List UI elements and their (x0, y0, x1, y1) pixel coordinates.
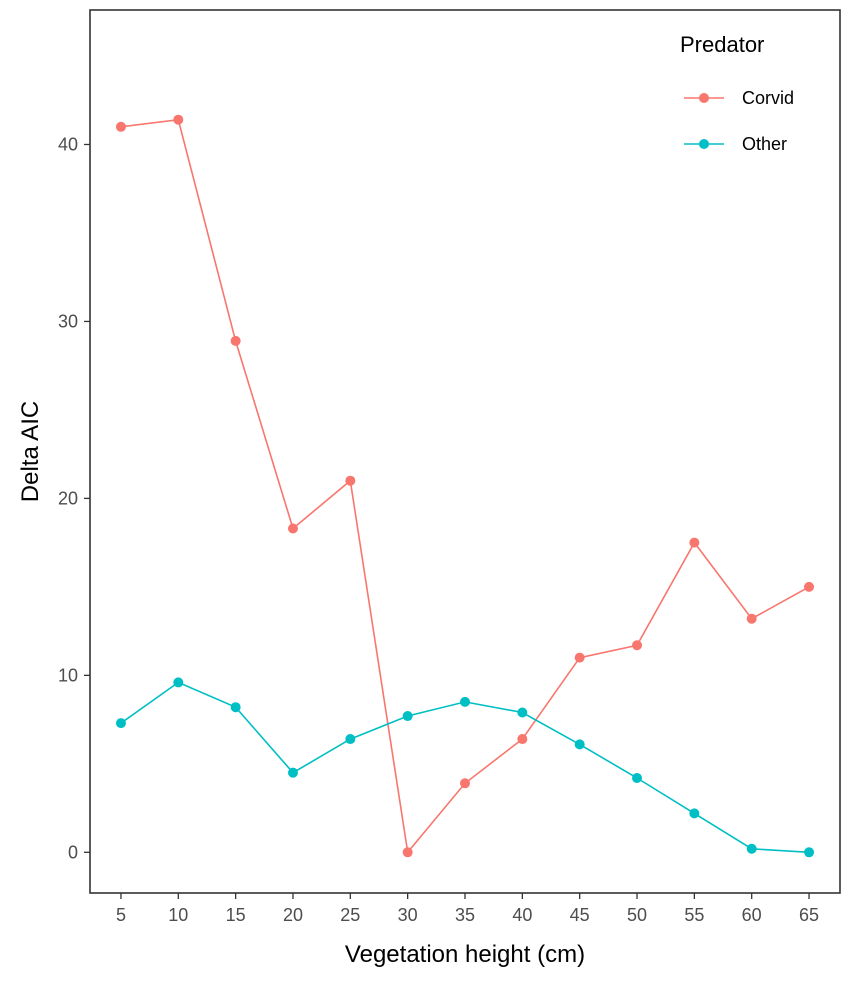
data-point-other (173, 677, 184, 688)
data-point-corvid (632, 640, 643, 651)
data-point-other (689, 808, 700, 819)
legend-items: Corvid Other (684, 88, 794, 154)
x-tick-label: 10 (168, 905, 188, 925)
y-tick-label: 20 (58, 488, 78, 508)
data-point-corvid (804, 581, 815, 592)
data-point-corvid (345, 475, 356, 486)
data-point-other (746, 843, 757, 854)
x-tick-label: 65 (799, 905, 819, 925)
data-point-corvid (173, 114, 184, 125)
legend-label-corvid: Corvid (742, 88, 794, 108)
x-tick-label: 25 (340, 905, 360, 925)
data-point-other (230, 702, 241, 713)
data-point-corvid (689, 537, 700, 548)
data-point-corvid (574, 652, 585, 663)
data-point-corvid (460, 778, 470, 789)
legend: Predator Corvid Other (680, 32, 794, 154)
data-point-other (402, 711, 413, 722)
data-point-other (287, 767, 298, 778)
data-point-other (574, 739, 585, 750)
y-axis-title: Delta AIC (17, 401, 44, 502)
legend-key-point-corvid (699, 93, 709, 103)
data-point-other (517, 707, 528, 718)
data-point-other (115, 718, 126, 729)
x-tick-label: 15 (226, 905, 246, 925)
data-point-other (345, 734, 356, 745)
legend-label-other: Other (742, 134, 787, 154)
y-tick-label: 30 (58, 311, 78, 331)
x-tick-label: 5 (116, 905, 126, 925)
x-tick-label: 45 (570, 905, 590, 925)
y-tick-label: 40 (58, 134, 78, 154)
data-point-corvid (402, 847, 413, 858)
axes-layer: 5 10 15 20 25 30 35 40 45 50 55 60 65 0 10 20 30 40 (58, 134, 819, 925)
data-point-corvid (230, 335, 241, 346)
x-tick-label: 60 (742, 905, 762, 925)
x-axis-title: Vegetation height (cm) (345, 941, 585, 968)
y-tick-label: 0 (68, 842, 78, 862)
legend-title: Predator (680, 32, 764, 57)
x-tick-label: 55 (684, 905, 704, 925)
data-point-other (632, 772, 643, 783)
data-point-corvid (746, 613, 757, 624)
data-point-other (460, 696, 470, 707)
data-point-corvid (287, 523, 298, 534)
x-tick-label: 30 (398, 905, 418, 925)
x-tick-label: 40 (512, 905, 532, 925)
data-point-other (804, 847, 815, 858)
legend-key-point-other (699, 139, 709, 149)
data-point-corvid (115, 121, 126, 132)
x-tick-label: 20 (283, 905, 303, 925)
data-point-corvid (517, 734, 528, 745)
y-tick-label: 10 (58, 665, 78, 685)
x-tick-label: 50 (627, 905, 647, 925)
series-layer (115, 114, 815, 858)
x-tick-label: 35 (455, 905, 475, 925)
